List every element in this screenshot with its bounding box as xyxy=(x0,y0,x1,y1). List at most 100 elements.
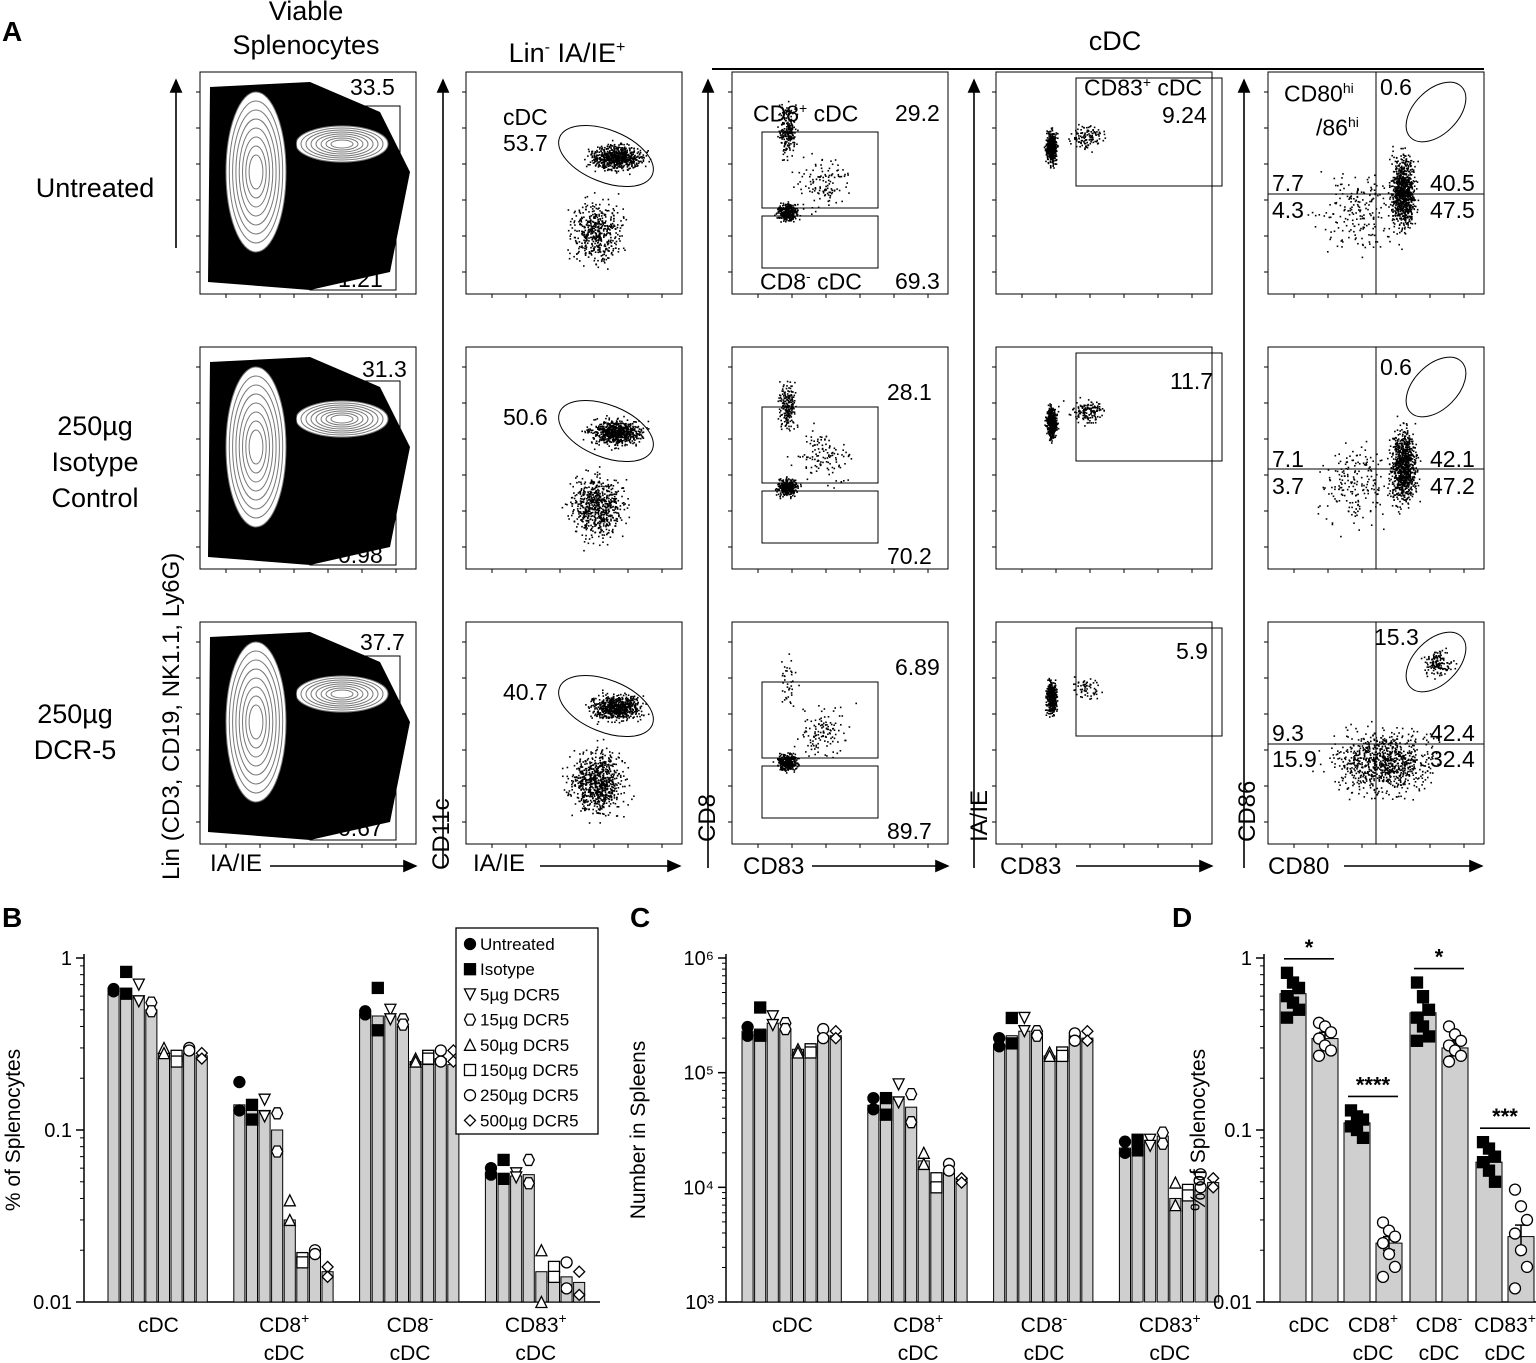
event-dot xyxy=(611,428,614,430)
event-dot xyxy=(617,481,619,484)
event-dot xyxy=(609,162,611,165)
event-dot xyxy=(589,252,592,254)
event-dot xyxy=(1049,151,1052,153)
event-dot xyxy=(602,165,605,168)
event-dot xyxy=(1413,171,1415,173)
event-dot xyxy=(1395,193,1397,195)
contour-line xyxy=(245,145,267,199)
event-dot xyxy=(597,485,600,488)
event-dot xyxy=(801,192,803,195)
event-dot xyxy=(624,427,627,430)
event-dot xyxy=(594,473,596,475)
event-dot xyxy=(617,438,619,441)
event-dot xyxy=(594,246,596,248)
event-dot xyxy=(831,191,834,194)
event-dot xyxy=(582,520,584,523)
event-dot xyxy=(1399,186,1402,189)
event-dot xyxy=(1409,172,1411,174)
event-dot xyxy=(633,156,635,158)
event-dot xyxy=(1089,134,1091,137)
event-dot xyxy=(607,240,610,243)
event-dot xyxy=(1396,173,1398,175)
event-dot xyxy=(1402,192,1405,194)
event-dot xyxy=(569,238,572,240)
event-dot xyxy=(1095,133,1097,135)
event-dot xyxy=(794,209,796,211)
event-dot xyxy=(611,431,613,433)
event-dot xyxy=(575,501,578,504)
event-dot xyxy=(625,522,627,525)
event-dot xyxy=(1403,209,1406,211)
event-dot xyxy=(620,224,623,227)
event-dot xyxy=(619,505,622,507)
event-dot xyxy=(638,434,641,436)
event-dot xyxy=(605,518,607,520)
event-dot xyxy=(623,157,625,160)
event-dot xyxy=(608,247,610,249)
event-dot xyxy=(603,439,605,442)
event-dot xyxy=(577,503,580,505)
event-dot xyxy=(1355,199,1357,202)
event-dot xyxy=(637,430,640,432)
event-dot xyxy=(587,155,589,157)
event-dot xyxy=(600,515,603,517)
event-dot xyxy=(1329,204,1331,206)
plot-frame xyxy=(199,71,417,295)
event-dot xyxy=(585,515,587,517)
event-dot xyxy=(590,497,593,499)
event-dot xyxy=(568,257,571,260)
event-dot xyxy=(598,237,601,239)
row-label-dcr5: 250µg DCR-5 xyxy=(20,696,130,768)
event-dot xyxy=(1408,183,1410,185)
event-dot xyxy=(636,437,638,440)
event-dot xyxy=(589,499,592,501)
event-dot xyxy=(647,428,650,430)
event-dot xyxy=(1405,161,1407,163)
event-dot xyxy=(593,159,595,161)
event-dot xyxy=(1404,217,1407,220)
event-dot xyxy=(603,222,606,224)
event-dot xyxy=(620,428,623,430)
event-dot xyxy=(614,153,617,155)
event-dot xyxy=(616,444,619,447)
event-dot xyxy=(577,492,580,494)
event-dot xyxy=(631,440,634,442)
event-dot xyxy=(624,249,626,251)
event-dot xyxy=(638,433,641,435)
event-dot xyxy=(779,112,781,115)
event-dot xyxy=(776,212,778,214)
event-dot xyxy=(629,442,632,444)
event-dot xyxy=(783,159,785,161)
event-dot xyxy=(1050,149,1052,151)
event-dot xyxy=(1361,237,1363,240)
event-dot xyxy=(583,515,586,518)
event-dot xyxy=(785,216,788,219)
event-dot xyxy=(825,181,827,183)
event-dot xyxy=(1397,179,1400,181)
event-dot xyxy=(637,164,639,167)
event-dot xyxy=(623,146,626,149)
event-dot xyxy=(837,169,839,171)
event-dot xyxy=(782,214,785,217)
event-dot xyxy=(1410,217,1412,219)
event-dot xyxy=(1392,196,1394,199)
event-dot xyxy=(1406,167,1408,170)
event-dot xyxy=(633,147,635,150)
event-dot xyxy=(581,513,583,515)
event-dot xyxy=(596,509,598,511)
event-dot xyxy=(1098,138,1101,140)
event-dot xyxy=(615,491,618,494)
event-dot xyxy=(613,495,616,498)
event-dot xyxy=(630,147,633,149)
event-dot xyxy=(638,153,641,155)
event-dot xyxy=(1055,159,1058,162)
event-dot xyxy=(573,520,576,523)
event-dot xyxy=(597,517,599,519)
event-dot xyxy=(597,208,599,210)
event-dot xyxy=(1404,186,1407,188)
event-dot xyxy=(1358,209,1360,211)
event-dot xyxy=(1402,211,1405,213)
event-dot xyxy=(601,221,604,223)
event-dot xyxy=(636,165,638,167)
event-dot xyxy=(1054,137,1056,140)
